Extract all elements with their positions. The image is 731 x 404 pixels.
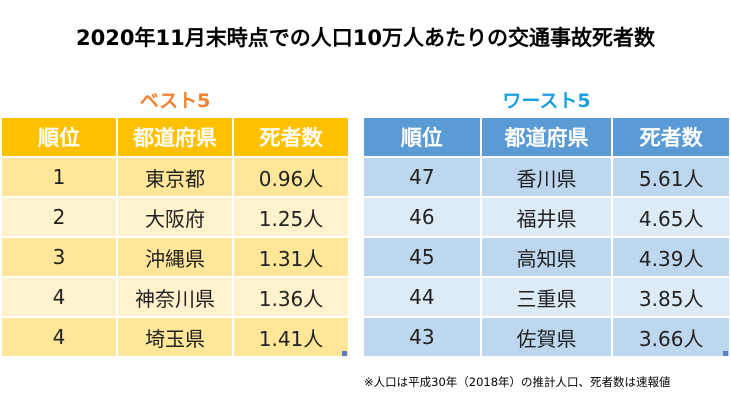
resize-handle-icon: [723, 351, 728, 356]
cell-deaths: 4.65人: [613, 198, 729, 236]
table-row: 44 三重県 3.85人: [364, 278, 729, 316]
table-header: 順位 都道府県 死者数: [364, 118, 729, 156]
cell-prefecture: 埼玉県: [118, 318, 232, 356]
cell-rank: 3: [2, 238, 116, 276]
worst-table: 順位 都道府県 死者数 47 香川県 5.61人 46 福井県 4.65人 45 高知県 4.3…: [362, 116, 731, 358]
cell-prefecture: 神奈川県: [118, 278, 232, 316]
cell-prefecture: 沖縄県: [118, 238, 232, 276]
cell-deaths: 1.25人: [234, 198, 348, 236]
header-deaths: 死者数: [234, 118, 348, 156]
header-deaths: 死者数: [613, 118, 729, 156]
cell-prefecture: 高知県: [481, 238, 612, 276]
table-row: 43 佐賀県 3.66人: [364, 318, 729, 356]
table-header: 順位 都道府県 死者数: [2, 118, 348, 156]
cell-rank: 1: [2, 158, 116, 196]
cell-prefecture: 福井県: [481, 198, 612, 236]
cell-rank: 4: [2, 278, 116, 316]
header-rank: 順位: [364, 118, 480, 156]
cell-rank: 2: [2, 198, 116, 236]
table-row: 2 大阪府 1.25人: [2, 198, 348, 236]
header-rank: 順位: [2, 118, 116, 156]
table-row: 4 神奈川県 1.36人: [2, 278, 348, 316]
cell-rank: 44: [364, 278, 480, 316]
cell-rank: 47: [364, 158, 480, 196]
cell-rank: 4: [2, 318, 116, 356]
cell-rank: 43: [364, 318, 480, 356]
table-row: 47 香川県 5.61人: [364, 158, 729, 196]
table-row: 46 福井県 4.65人: [364, 198, 729, 236]
cell-deaths: 1.36人: [234, 278, 348, 316]
cell-deaths: 4.39人: [613, 238, 729, 276]
cell-prefecture: 三重県: [481, 278, 612, 316]
footnote: ※人口は平成30年（2018年）の推計人口、死者数は速報値: [364, 375, 671, 389]
cell-deaths: 5.61人: [613, 158, 729, 196]
page-title: 2020年11月末時点での人口10万人あたりの交通事故死者数: [76, 26, 655, 50]
table-row: 3 沖縄県 1.31人: [2, 238, 348, 276]
best-table: 順位 都道府県 死者数 1 東京都 0.96人 2 大阪府 1.25人 3 沖縄県 1.31人 4…: [0, 116, 350, 358]
table-row: 45 高知県 4.39人: [364, 238, 729, 276]
header-prefecture: 都道府県: [481, 118, 612, 156]
cell-prefecture: 大阪府: [118, 198, 232, 236]
cell-deaths: 3.66人: [613, 318, 729, 356]
cell-rank: 46: [364, 198, 480, 236]
worst-label: ワースト5: [502, 90, 591, 112]
cell-deaths: 0.96人: [234, 158, 348, 196]
table-row: 4 埼玉県 1.41人: [2, 318, 348, 356]
resize-handle-icon: [342, 351, 347, 356]
cell-prefecture: 佐賀県: [481, 318, 612, 356]
best-label: ベスト5: [139, 90, 211, 112]
cell-deaths: 1.31人: [234, 238, 348, 276]
cell-prefecture: 東京都: [118, 158, 232, 196]
cell-deaths: 1.41人: [234, 318, 348, 356]
cell-prefecture: 香川県: [481, 158, 612, 196]
cell-rank: 45: [364, 238, 480, 276]
header-prefecture: 都道府県: [118, 118, 232, 156]
cell-deaths: 3.85人: [613, 278, 729, 316]
table-row: 1 東京都 0.96人: [2, 158, 348, 196]
